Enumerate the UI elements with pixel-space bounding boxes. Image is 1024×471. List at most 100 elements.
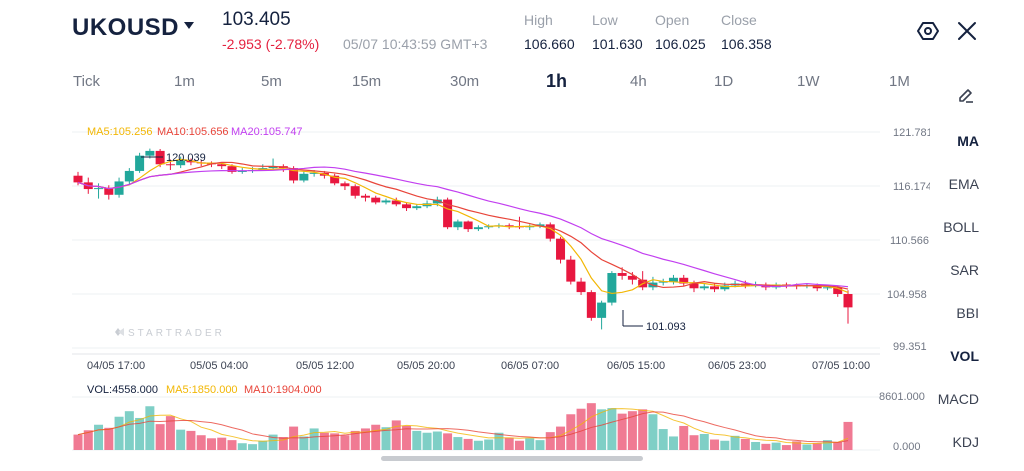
volume-bar [248,444,258,450]
indicator-macd[interactable]: MACD [937,391,979,407]
time-tick: 04/05 17:00 [87,360,145,372]
time-tick: 06/05 15:00 [607,360,665,372]
candle-body [822,287,832,289]
indicator-bbi[interactable]: BBI [956,305,979,321]
indicator-sar[interactable]: SAR [950,262,979,278]
price-chart[interactable]: MA5:105.256 MA10:105.656 MA20:105.747 12… [0,110,930,456]
volume-bar [771,442,781,450]
volume-bar [319,432,329,450]
volume-ma-lines [77,408,849,444]
symbol-name[interactable]: UKOUSD [72,14,180,41]
time-tick: 05/05 04:00 [190,360,248,372]
settings-icon[interactable] [917,20,939,42]
volume-bar [402,425,412,450]
tab-4h[interactable]: 4h [630,73,647,90]
volume-bar [432,431,442,450]
volume-bar [484,439,494,450]
price-tick: 110.566 [890,235,929,247]
candle-body [381,200,391,203]
low-label: Low [592,12,618,28]
candle-body [217,164,227,167]
high-marker-label: 120.039 [166,152,206,164]
tab-1d[interactable]: 1D [714,73,734,90]
volume-bar [627,411,637,450]
time-tick: 07/05 10:00 [812,360,870,372]
vol-legend: VOL:4558.000 MA5:1850.000 MA10:1904.000 [87,384,322,396]
indicator-kdj[interactable]: KDJ [952,434,979,450]
close-icon[interactable] [956,20,978,42]
tab-tick[interactable]: Tick [73,73,100,90]
candle-body [504,225,514,227]
volume-bar [699,433,709,450]
volume-bar [812,443,822,450]
time-axis: 04/05 17:00 05/05 04:00 05/05 12:00 05/0… [87,360,870,372]
indicator-boll[interactable]: BOLL [943,219,979,235]
candle-body [371,197,381,203]
candle-body [165,164,175,166]
tab-1h[interactable]: 1h [546,71,568,91]
candle-body [689,283,699,289]
tab-30m[interactable]: 30m [450,73,480,90]
tab-1mo[interactable]: 1M [889,73,910,90]
volume-bar [822,440,832,450]
candle-body [309,172,319,174]
candle-body [176,160,186,166]
volume-bar [73,434,83,450]
candle-body [545,224,555,239]
volume-bar [504,437,514,450]
tab-1w[interactable]: 1W [797,73,820,90]
candle-body [186,160,196,163]
volume-bar [135,417,145,450]
indicator-ema[interactable]: EMA [948,176,979,192]
legend-ma5: MA5:105.256 [87,126,152,138]
volume-bar [658,429,668,450]
volume-bar [371,424,381,450]
volume-bar [617,413,627,450]
volume-bar [360,428,370,450]
volume-bar [206,438,216,450]
volume-bar [114,416,124,450]
symbol-dropdown-caret-icon[interactable] [184,22,194,29]
ma20-line [77,166,849,288]
volume-bar [833,441,843,450]
candle-body [350,186,360,196]
candle-body [391,200,401,205]
tab-1m[interactable]: 1m [174,73,195,90]
draw-tool-icon[interactable] [957,85,975,103]
volume-bar [679,425,689,450]
tab-5m[interactable]: 5m [261,73,282,90]
price-axis: 121.781 116.174 110.566 104.958 99.351 [887,127,930,353]
candle-body [94,188,104,190]
price-tick: 104.958 [887,289,927,301]
volume-bar [145,406,155,450]
indicator-vol[interactable]: VOL [950,348,979,364]
volume-bar [525,438,535,450]
candle-body [812,285,822,289]
legend-vol-ma10: MA10:1904.000 [244,384,322,396]
volume-bar [381,427,391,450]
candle-body [135,155,145,171]
candle-body [73,175,83,183]
volume-bar [802,444,812,450]
volume-bars [73,403,853,450]
close-value: 106.358 [721,36,772,52]
candle-body [268,166,278,169]
volume-bar [258,440,268,450]
volume-bar [730,435,740,450]
volume-bar [83,430,93,450]
candle-body [607,273,617,303]
volume-bar [607,408,617,450]
legend-vol: VOL:4558.000 [87,384,158,396]
volume-bar [597,409,607,450]
volume-bar [124,411,134,450]
candle-body [443,199,453,228]
volume-bar [566,414,576,450]
volume-bar [391,420,401,450]
horizontal-scrollbar[interactable] [381,456,643,461]
candle-body [237,170,247,172]
volume-bar [638,409,648,450]
tab-15m[interactable]: 15m [352,73,382,90]
indicator-ma[interactable]: MA [957,133,979,149]
volume-bar [309,428,319,450]
high-value: 106.660 [524,36,575,52]
